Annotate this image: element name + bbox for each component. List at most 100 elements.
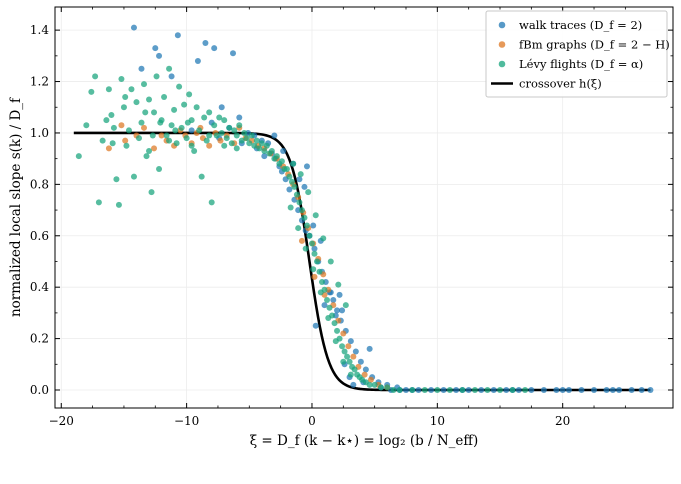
point-series-2 bbox=[153, 73, 160, 80]
point-series-2 bbox=[312, 212, 319, 219]
point-series-1 bbox=[298, 237, 305, 244]
point-series-2 bbox=[166, 137, 173, 144]
point-series-2 bbox=[221, 117, 228, 124]
legend-label-fbm-graphs: fBm graphs (D_f = 2 − H) bbox=[519, 38, 670, 52]
point-series-2 bbox=[384, 384, 391, 391]
point-series-0 bbox=[428, 387, 435, 394]
point-series-0 bbox=[415, 387, 422, 394]
point-series-1 bbox=[151, 145, 158, 152]
point-series-2 bbox=[157, 119, 164, 126]
point-series-2 bbox=[123, 142, 130, 149]
point-series-2 bbox=[184, 119, 191, 126]
point-series-2 bbox=[296, 199, 303, 206]
point-series-0 bbox=[503, 387, 510, 394]
point-series-2 bbox=[233, 145, 240, 152]
point-series-2 bbox=[409, 387, 416, 394]
point-series-0 bbox=[218, 104, 225, 111]
point-series-0 bbox=[366, 345, 373, 352]
point-series-2 bbox=[334, 327, 341, 334]
point-series-2 bbox=[163, 132, 170, 139]
point-series-1 bbox=[118, 122, 125, 129]
point-series-2 bbox=[115, 201, 122, 208]
point-series-2 bbox=[223, 135, 230, 142]
point-series-2 bbox=[148, 189, 155, 196]
point-series-2 bbox=[446, 387, 453, 394]
point-series-0 bbox=[647, 387, 654, 394]
point-series-2 bbox=[351, 366, 358, 373]
point-series-1 bbox=[340, 330, 347, 337]
point-series-2 bbox=[313, 258, 320, 265]
point-series-2 bbox=[293, 191, 300, 198]
scatter-points bbox=[75, 24, 654, 394]
point-series-0 bbox=[168, 73, 175, 80]
point-series-2 bbox=[434, 387, 441, 394]
point-series-2 bbox=[319, 279, 326, 286]
point-series-0 bbox=[638, 387, 645, 394]
point-series-0 bbox=[362, 366, 369, 373]
point-series-2 bbox=[211, 122, 218, 129]
point-series-2 bbox=[332, 338, 339, 345]
point-series-1 bbox=[350, 353, 357, 360]
point-series-2 bbox=[263, 142, 270, 149]
point-series-2 bbox=[191, 147, 198, 154]
point-series-0 bbox=[194, 57, 201, 64]
point-series-2 bbox=[342, 302, 349, 309]
point-series-0 bbox=[540, 387, 547, 394]
point-series-2 bbox=[366, 381, 373, 388]
point-series-2 bbox=[320, 235, 327, 242]
point-series-2 bbox=[302, 245, 309, 252]
point-series-0 bbox=[334, 307, 341, 314]
point-series-0 bbox=[352, 348, 359, 355]
y-tick-label: 0.2 bbox=[30, 332, 49, 346]
point-series-2 bbox=[113, 176, 120, 183]
point-series-2 bbox=[92, 73, 99, 80]
point-series-0 bbox=[188, 127, 195, 134]
point-series-2 bbox=[206, 132, 213, 139]
point-series-2 bbox=[228, 140, 235, 147]
point-series-1 bbox=[217, 137, 224, 144]
point-series-0 bbox=[271, 132, 278, 139]
point-series-1 bbox=[122, 137, 129, 144]
point-series-2 bbox=[171, 106, 178, 113]
point-series-0 bbox=[357, 358, 364, 365]
y-tick-label: 1.4 bbox=[30, 23, 49, 37]
point-series-2 bbox=[141, 81, 148, 88]
point-series-0 bbox=[311, 245, 318, 252]
point-series-0 bbox=[478, 387, 485, 394]
point-series-2 bbox=[324, 297, 331, 304]
point-series-2 bbox=[173, 140, 180, 147]
point-series-2 bbox=[135, 135, 142, 142]
point-series-1 bbox=[311, 273, 318, 280]
point-series-0 bbox=[321, 302, 328, 309]
point-series-2 bbox=[522, 387, 529, 394]
point-series-0 bbox=[616, 387, 623, 394]
point-series-0 bbox=[609, 387, 616, 394]
point-series-2 bbox=[344, 353, 351, 360]
point-series-2 bbox=[291, 183, 298, 190]
point-series-2 bbox=[327, 258, 334, 265]
point-series-2 bbox=[103, 117, 110, 124]
x-tick-label: 0 bbox=[308, 414, 316, 428]
point-series-2 bbox=[203, 137, 210, 144]
point-series-2 bbox=[198, 173, 205, 180]
point-series-2 bbox=[258, 140, 265, 147]
point-series-2 bbox=[278, 158, 285, 165]
point-series-2 bbox=[256, 145, 263, 152]
point-series-2 bbox=[168, 122, 175, 129]
point-series-0 bbox=[261, 153, 268, 160]
point-series-2 bbox=[301, 214, 308, 221]
point-series-0 bbox=[303, 163, 310, 170]
point-series-0 bbox=[440, 387, 447, 394]
point-series-0 bbox=[628, 387, 635, 394]
x-tick-label: 10 bbox=[430, 414, 445, 428]
legend-marker-fbm-graphs bbox=[498, 41, 506, 48]
point-series-2 bbox=[233, 132, 240, 139]
y-tick-label: 1.0 bbox=[30, 126, 49, 140]
point-series-2 bbox=[509, 387, 516, 394]
point-series-2 bbox=[143, 153, 150, 160]
point-series-2 bbox=[75, 153, 82, 160]
point-series-2 bbox=[316, 268, 323, 275]
point-series-2 bbox=[396, 387, 403, 394]
point-series-0 bbox=[138, 65, 145, 72]
point-series-0 bbox=[152, 45, 159, 52]
